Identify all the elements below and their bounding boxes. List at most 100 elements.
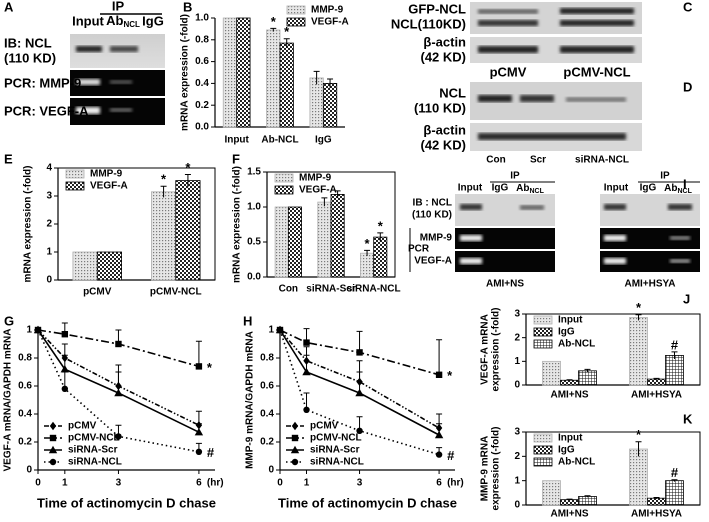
legend-label: Input	[558, 433, 583, 444]
band	[110, 108, 132, 112]
significance: #	[447, 448, 455, 463]
x-tick-label: 3	[357, 478, 363, 489]
y-tick-label: 0.4	[195, 78, 209, 89]
y-tick-label: 0.6	[260, 381, 274, 392]
band	[110, 46, 138, 52]
error-bar	[303, 354, 310, 372]
bar	[629, 448, 648, 506]
bar	[322, 83, 338, 128]
error-bar	[436, 339, 443, 375]
x-tick-label: 3	[116, 478, 122, 489]
legend-label: siRNA-NCL	[310, 457, 364, 468]
x-tick-label: AMI+HSYA	[631, 509, 682, 520]
error-bar	[377, 232, 384, 242]
band	[560, 20, 634, 26]
band	[478, 46, 538, 53]
significance: *	[378, 218, 384, 233]
bar	[542, 360, 561, 386]
error-bar	[115, 424, 122, 437]
y-tick-label: 3	[46, 191, 52, 202]
bar	[665, 480, 684, 506]
y-tick-label: 1.0	[247, 202, 261, 213]
header: IP	[112, 0, 125, 13]
error-bar	[270, 27, 277, 32]
bar	[647, 497, 666, 506]
significance: *	[365, 236, 371, 251]
lane-label: pCMV-NCL	[563, 64, 630, 79]
y-tick-label: 0.6	[195, 56, 209, 67]
x-tick-label: IgG	[315, 135, 332, 146]
lane-label: IgG	[640, 183, 657, 194]
band	[604, 204, 626, 210]
gel	[455, 228, 555, 249]
error-bar	[334, 190, 341, 198]
group-label: AMI+HSYA	[624, 279, 675, 290]
bar	[274, 206, 289, 278]
y-tick-label: 0	[514, 500, 520, 511]
bar	[647, 378, 666, 386]
legend-label: Ab-NCL	[558, 457, 595, 468]
y-tick-label: 1	[46, 247, 52, 258]
legend-label: VEGF-A	[311, 17, 349, 28]
error-bar	[436, 447, 443, 455]
error-bar	[566, 379, 573, 381]
line	[279, 329, 440, 436]
legend-label: siRNA-Scr	[310, 445, 360, 456]
legend-label: pCMV-NCL	[310, 433, 362, 444]
error-bar	[195, 442, 202, 452]
lane-label: AbNCL	[106, 13, 140, 29]
legend-swatch	[286, 5, 306, 15]
bar	[578, 496, 597, 506]
line	[279, 329, 440, 429]
significance: *	[284, 24, 290, 39]
lane-label: siRNA-NCL	[575, 155, 629, 166]
error-bar	[356, 416, 363, 431]
legend-label: MMP-9	[311, 5, 344, 16]
marker	[49, 458, 57, 466]
significance: *	[185, 160, 191, 175]
y-tick-label: 1	[514, 475, 520, 486]
bar	[317, 201, 332, 278]
legend-swatch	[65, 181, 85, 191]
y-tick-label: 3	[514, 427, 520, 438]
bar	[266, 29, 281, 128]
bar	[560, 379, 579, 386]
error-bar	[313, 70, 320, 85]
y-tick-label: 0.8	[195, 34, 209, 45]
y-tick-label: 2	[514, 332, 520, 343]
band	[478, 9, 538, 14]
y-tick-label: 3	[514, 309, 520, 320]
legend-label: siRNA-NCL	[68, 457, 122, 468]
significance: *	[636, 427, 642, 442]
x-unit: (hr)	[207, 478, 224, 489]
legend-swatch	[286, 17, 306, 27]
significance: *	[636, 300, 642, 315]
bar	[330, 193, 345, 278]
marker	[49, 434, 57, 442]
panel-letter: A	[4, 0, 14, 14]
lane-label: AbNCL	[664, 183, 692, 195]
row-label: IB : NCL	[413, 198, 452, 209]
significance: *	[207, 360, 213, 375]
lane-label: Ab	[106, 13, 123, 28]
error-bar	[195, 410, 202, 426]
error-bar	[653, 377, 660, 380]
panel-letter: G	[4, 313, 14, 328]
row-label: (42 KD)	[420, 49, 466, 64]
line	[37, 329, 200, 368]
x-tick-label: 0	[35, 478, 41, 489]
bar	[560, 499, 579, 506]
marker	[48, 445, 58, 454]
error-bar	[584, 495, 591, 498]
blot-c: GFP-NCL NCL(110KD) β-actin (42 KD) pCMV …	[391, 1, 642, 79]
band	[478, 133, 626, 140]
legend-swatch	[533, 339, 553, 349]
gel	[455, 251, 555, 272]
y-tick-label: 0.8	[18, 353, 32, 364]
x-tick-label: 0	[277, 478, 283, 489]
bar	[360, 252, 375, 278]
lane-label: Ab	[516, 183, 529, 194]
y-tick-label: 4	[46, 163, 52, 174]
row-label: NCL	[439, 85, 466, 100]
x-tick-label: Ab-NCL	[261, 135, 298, 146]
